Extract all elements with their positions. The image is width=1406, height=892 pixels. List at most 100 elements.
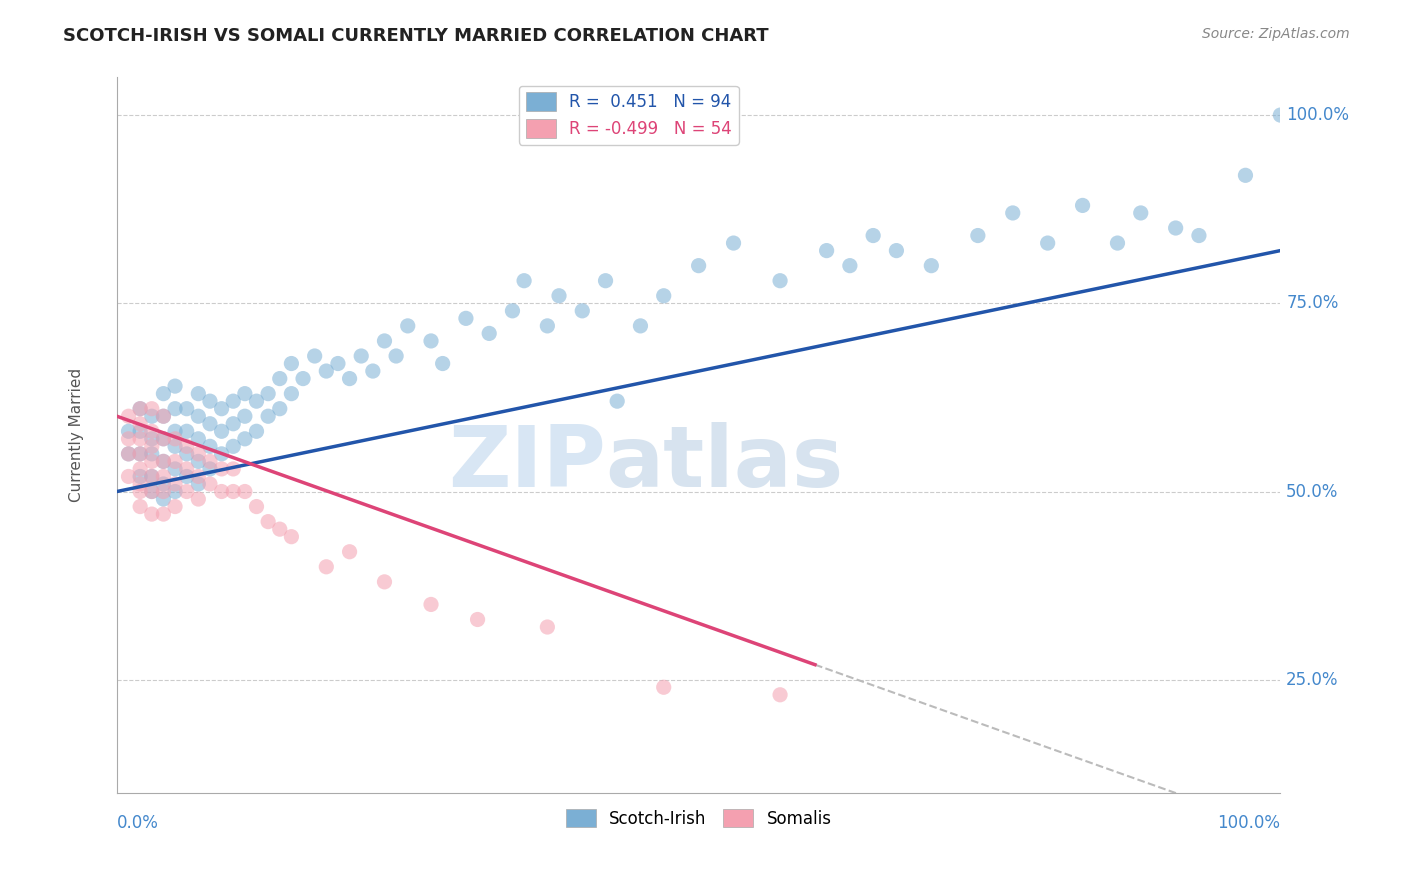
Point xyxy=(152,432,174,446)
Point xyxy=(536,318,558,333)
Point xyxy=(361,364,384,378)
Point xyxy=(129,469,152,483)
Point xyxy=(152,454,174,468)
Point xyxy=(187,409,209,424)
Point xyxy=(280,530,302,544)
Point xyxy=(152,507,174,521)
Point xyxy=(117,447,139,461)
Point xyxy=(198,417,221,431)
Point xyxy=(129,484,152,499)
Point xyxy=(257,409,280,424)
Text: atlas: atlas xyxy=(606,422,844,505)
Point xyxy=(269,401,291,416)
Point xyxy=(165,500,187,514)
Point xyxy=(245,500,267,514)
Point xyxy=(326,357,349,371)
Point xyxy=(141,447,163,461)
Point xyxy=(1001,206,1024,220)
Point xyxy=(467,613,489,627)
Point xyxy=(141,439,163,453)
Text: ZIP: ZIP xyxy=(447,422,606,505)
Point xyxy=(222,439,245,453)
Point xyxy=(187,432,209,446)
Point xyxy=(141,425,163,439)
Point xyxy=(1036,235,1059,250)
Point xyxy=(117,425,139,439)
Point xyxy=(165,454,187,468)
Point xyxy=(129,462,152,476)
Point xyxy=(152,432,174,446)
Point xyxy=(198,454,221,468)
Point xyxy=(187,491,209,506)
Legend: Scotch-Irish, Somalis: Scotch-Irish, Somalis xyxy=(560,803,838,834)
Point xyxy=(165,432,187,446)
Point xyxy=(165,401,187,416)
Point xyxy=(176,462,198,476)
Point xyxy=(420,598,443,612)
Point xyxy=(129,401,152,416)
Point xyxy=(141,401,163,416)
Point xyxy=(257,386,280,401)
Text: Currently Married: Currently Married xyxy=(69,368,83,502)
Point xyxy=(257,515,280,529)
Point xyxy=(187,454,209,468)
Point xyxy=(141,454,163,468)
Text: 75.0%: 75.0% xyxy=(1286,294,1339,312)
Point xyxy=(385,349,408,363)
Point xyxy=(548,289,571,303)
Point xyxy=(152,454,174,468)
Point xyxy=(165,477,187,491)
Point xyxy=(165,379,187,393)
Point xyxy=(233,484,256,499)
Point xyxy=(339,371,361,385)
Point xyxy=(152,409,174,424)
Point xyxy=(233,409,256,424)
Point xyxy=(652,289,675,303)
Point xyxy=(187,386,209,401)
Text: SCOTCH-IRISH VS SOMALI CURRENTLY MARRIED CORRELATION CHART: SCOTCH-IRISH VS SOMALI CURRENTLY MARRIED… xyxy=(63,27,769,45)
Point xyxy=(211,447,233,461)
Point xyxy=(165,484,187,499)
Point xyxy=(222,462,245,476)
Point xyxy=(165,439,187,453)
Point xyxy=(501,303,523,318)
Point xyxy=(396,318,419,333)
Point xyxy=(152,469,174,483)
Point xyxy=(198,462,221,476)
Point xyxy=(117,432,139,446)
Point xyxy=(350,349,373,363)
Text: 50.0%: 50.0% xyxy=(1286,483,1339,500)
Point xyxy=(211,425,233,439)
Point xyxy=(315,364,337,378)
Point xyxy=(222,417,245,431)
Point xyxy=(606,394,628,409)
Point xyxy=(769,688,792,702)
Point xyxy=(269,371,291,385)
Point xyxy=(129,425,152,439)
Point xyxy=(152,484,174,499)
Point xyxy=(141,432,163,446)
Point xyxy=(152,477,174,491)
Point xyxy=(141,409,163,424)
Point xyxy=(920,259,942,273)
Text: 0.0%: 0.0% xyxy=(117,814,159,832)
Text: 100.0%: 100.0% xyxy=(1218,814,1281,832)
Point xyxy=(117,469,139,483)
Point xyxy=(198,477,221,491)
Text: 100.0%: 100.0% xyxy=(1286,106,1350,124)
Point xyxy=(280,386,302,401)
Point xyxy=(222,394,245,409)
Point xyxy=(292,371,315,385)
Point xyxy=(141,469,163,483)
Point xyxy=(723,235,745,250)
Point xyxy=(432,357,454,371)
Point xyxy=(630,318,652,333)
Point xyxy=(152,409,174,424)
Point xyxy=(245,425,267,439)
Point xyxy=(652,680,675,694)
Point xyxy=(198,394,221,409)
Point xyxy=(211,462,233,476)
Point xyxy=(536,620,558,634)
Point xyxy=(152,386,174,401)
Point xyxy=(1129,206,1152,220)
